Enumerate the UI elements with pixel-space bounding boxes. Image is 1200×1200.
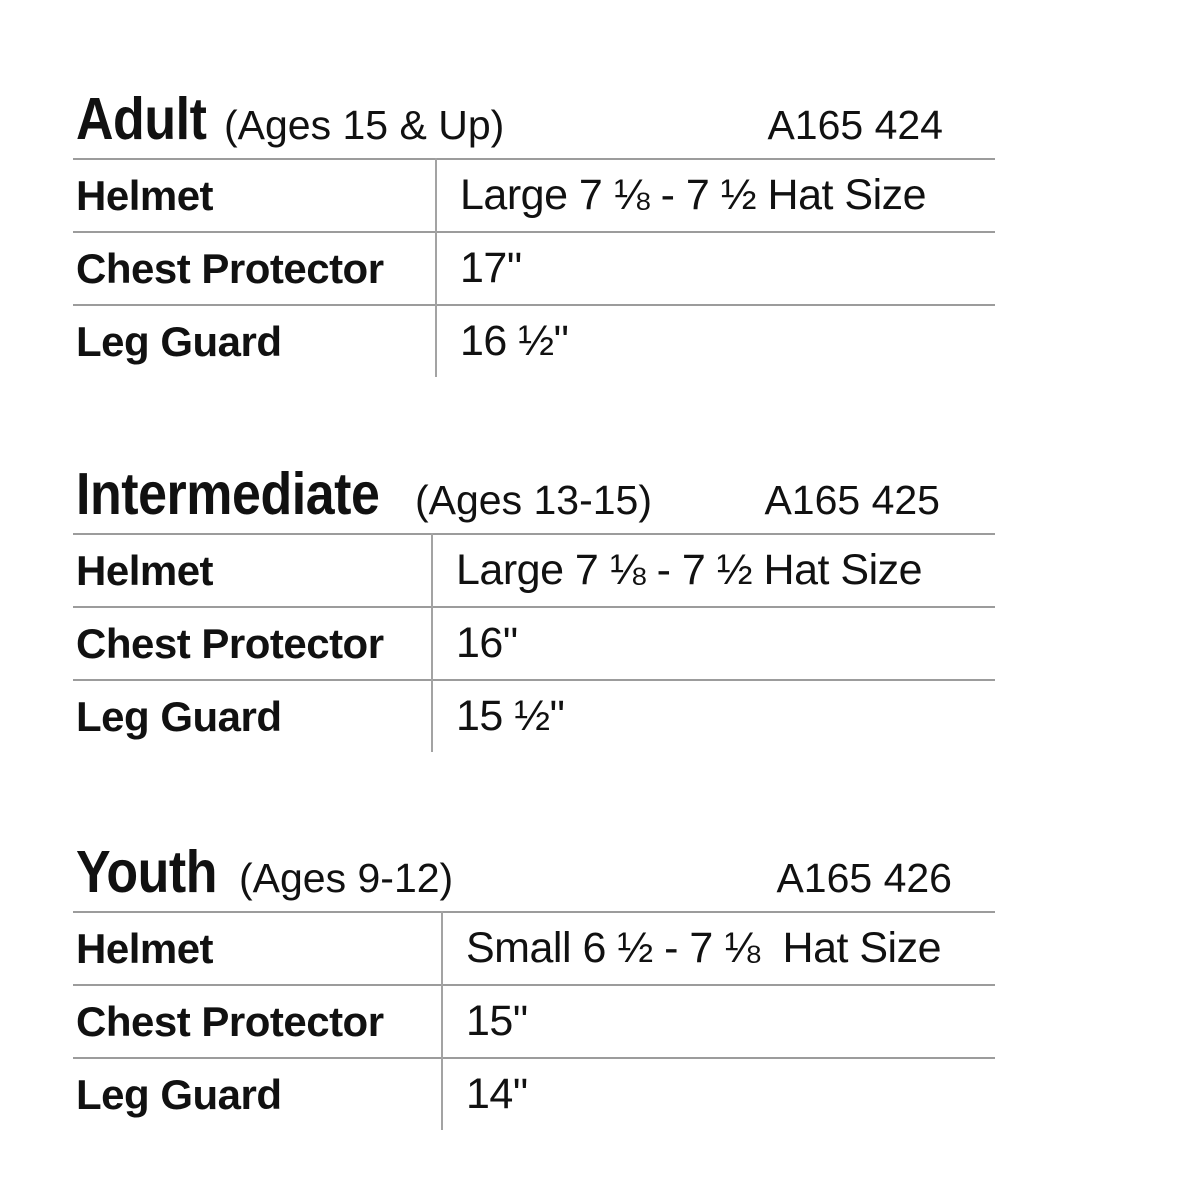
row-value: 16 ½"	[460, 317, 569, 365]
column-divider	[441, 911, 443, 1130]
table-header: Intermediate (Ages 13-15) A165 425	[73, 455, 995, 533]
table-header: Youth (Ages 9-12) A165 426	[73, 833, 995, 911]
row-label: Helmet	[76, 924, 214, 972]
table-title: Youth	[76, 839, 218, 905]
table-subtitle: (Ages 9-12)	[239, 855, 454, 901]
table-row: Leg Guard 16 ½"	[73, 304, 995, 377]
row-label: Helmet	[76, 171, 214, 219]
product-code: A165 425	[764, 477, 940, 523]
table-body: Helmet Large 7 ⅛ - 7 ½ Hat Size Chest Pr…	[73, 158, 995, 377]
table-body: Helmet Large 7 ⅛ - 7 ½ Hat Size Chest Pr…	[73, 533, 995, 752]
table-row: Helmet Large 7 ⅛ - 7 ½ Hat Size	[73, 158, 995, 231]
column-divider	[435, 158, 437, 377]
row-value: 14"	[466, 1070, 528, 1118]
table-row: Chest Protector 15"	[73, 984, 995, 1057]
row-value: 17"	[460, 244, 522, 292]
row-value: 15 ½"	[456, 692, 565, 740]
row-label: Leg Guard	[76, 317, 282, 365]
size-table-intermediate: Intermediate (Ages 13-15) A165 425 Helme…	[73, 455, 995, 752]
row-value: 16"	[456, 619, 518, 667]
column-divider	[431, 533, 433, 752]
table-row: Chest Protector 16"	[73, 606, 995, 679]
table-row: Leg Guard 14"	[73, 1057, 995, 1130]
table-subtitle: (Ages 13-15)	[415, 477, 653, 523]
table-title: Intermediate	[76, 461, 380, 527]
row-label: Chest Protector	[76, 619, 384, 667]
row-label: Helmet	[76, 546, 214, 594]
table-row: Helmet Large 7 ⅛ - 7 ½ Hat Size	[73, 533, 995, 606]
row-value: Small 6 ½ - 7 ⅛ Hat Size	[466, 924, 942, 972]
row-label: Chest Protector	[76, 997, 384, 1045]
size-table-adult: Adult (Ages 15 & Up) A165 424 Helmet Lar…	[73, 80, 995, 377]
table-row: Leg Guard 15 ½"	[73, 679, 995, 752]
table-row: Chest Protector 17"	[73, 231, 995, 304]
table-header: Adult (Ages 15 & Up) A165 424	[73, 80, 995, 158]
row-value: Large 7 ⅛ - 7 ½ Hat Size	[460, 171, 927, 219]
table-row: Helmet Small 6 ½ - 7 ⅛ Hat Size	[73, 911, 995, 984]
table-title: Adult	[76, 86, 207, 152]
row-value: Large 7 ⅛ - 7 ½ Hat Size	[456, 546, 923, 594]
product-code: A165 426	[776, 855, 952, 901]
row-label: Chest Protector	[76, 244, 384, 292]
product-code: A165 424	[767, 102, 943, 148]
size-table-youth: Youth (Ages 9-12) A165 426 Helmet Small …	[73, 833, 995, 1130]
row-value: 15"	[466, 997, 528, 1045]
row-label: Leg Guard	[76, 1070, 282, 1118]
row-label: Leg Guard	[76, 692, 282, 740]
table-subtitle: (Ages 15 & Up)	[224, 102, 505, 148]
table-body: Helmet Small 6 ½ - 7 ⅛ Hat Size Chest Pr…	[73, 911, 995, 1130]
